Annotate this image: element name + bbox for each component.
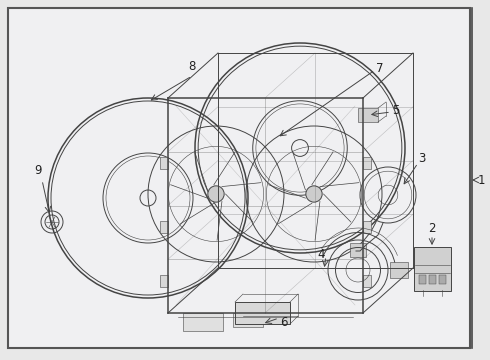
Bar <box>233 313 263 327</box>
Bar <box>363 157 371 168</box>
Bar <box>160 221 168 233</box>
Bar <box>235 302 290 324</box>
Bar <box>419 275 426 284</box>
FancyBboxPatch shape <box>8 8 470 348</box>
Bar <box>183 313 223 331</box>
Text: 3: 3 <box>418 152 425 165</box>
Text: 7: 7 <box>376 62 384 75</box>
Bar <box>160 157 168 168</box>
Bar <box>363 221 371 233</box>
Text: 4: 4 <box>318 248 325 261</box>
Bar <box>160 275 168 287</box>
Bar <box>390 262 408 278</box>
Text: 6: 6 <box>280 315 288 328</box>
Bar <box>350 243 366 257</box>
Text: 2: 2 <box>428 221 436 234</box>
Text: 8: 8 <box>188 59 196 72</box>
Text: 1: 1 <box>478 174 486 186</box>
Bar <box>429 275 436 284</box>
Circle shape <box>208 186 224 202</box>
FancyBboxPatch shape <box>414 247 451 291</box>
Bar <box>439 275 446 284</box>
Bar <box>363 275 371 287</box>
Text: 5: 5 <box>392 104 399 117</box>
Circle shape <box>306 186 322 202</box>
Text: 9: 9 <box>34 163 42 176</box>
Bar <box>358 108 378 122</box>
